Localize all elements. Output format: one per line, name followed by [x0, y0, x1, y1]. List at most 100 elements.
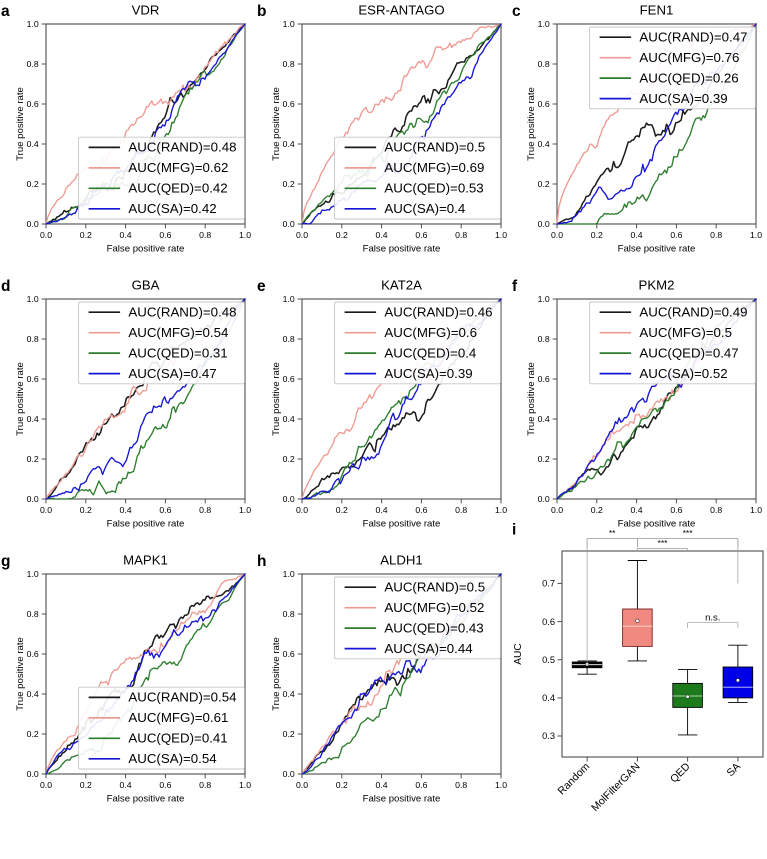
svg-text:True positive rate: True positive rate	[15, 87, 26, 161]
svg-text:0.4: 0.4	[27, 414, 39, 424]
svg-text:AUC(SA)=0.39: AUC(SA)=0.39	[640, 91, 728, 106]
svg-text:0.0: 0.0	[282, 494, 294, 504]
svg-text:True positive rate: True positive rate	[526, 362, 537, 436]
svg-text:0.2: 0.2	[538, 179, 550, 189]
svg-text:AUC(QED)=0.31: AUC(QED)=0.31	[128, 345, 227, 360]
svg-text:VDR: VDR	[132, 3, 160, 18]
svg-text:AUC(RAND)=0.5: AUC(RAND)=0.5	[384, 579, 485, 594]
svg-text:0.4: 0.4	[375, 780, 387, 790]
svg-text:AUC(QED)=0.26: AUC(QED)=0.26	[640, 70, 739, 85]
svg-text:0.2: 0.2	[335, 230, 347, 240]
svg-text:AUC(SA)=0.52: AUC(SA)=0.52	[640, 366, 728, 381]
svg-text:0.6: 0.6	[159, 505, 171, 515]
svg-text:0.4: 0.4	[375, 505, 387, 515]
svg-text:0.5: 0.5	[542, 655, 555, 665]
svg-text:AUC(SA)=0.4: AUC(SA)=0.4	[384, 201, 465, 216]
svg-text:False positive rate: False positive rate	[618, 243, 696, 254]
svg-text:0.6: 0.6	[538, 374, 550, 384]
svg-text:AUC(SA)=0.44: AUC(SA)=0.44	[384, 641, 472, 656]
svg-text:AUC(QED)=0.47: AUC(QED)=0.47	[640, 345, 739, 360]
svg-text:0.0: 0.0	[27, 769, 39, 779]
svg-text:i: i	[512, 522, 516, 539]
svg-text:0.4: 0.4	[27, 689, 39, 699]
svg-text:0.4: 0.4	[120, 505, 132, 515]
svg-text:0.0: 0.0	[551, 230, 563, 240]
svg-text:0.6: 0.6	[282, 99, 294, 109]
svg-text:0.4: 0.4	[27, 139, 39, 149]
svg-text:0.6: 0.6	[282, 374, 294, 384]
svg-text:0.8: 0.8	[199, 230, 211, 240]
svg-text:AUC(SA)=0.47: AUC(SA)=0.47	[128, 366, 216, 381]
svg-text:0.6: 0.6	[671, 505, 683, 515]
svg-text:Random: Random	[556, 761, 593, 798]
svg-text:0.8: 0.8	[282, 59, 294, 69]
svg-text:MAPK1: MAPK1	[123, 553, 168, 568]
svg-text:AUC(QED)=0.4: AUC(QED)=0.4	[384, 345, 476, 360]
svg-text:0.6: 0.6	[542, 617, 555, 627]
svg-text:1.0: 1.0	[282, 19, 294, 29]
svg-text:***: ***	[658, 538, 669, 548]
svg-text:0.2: 0.2	[591, 505, 603, 515]
svg-text:QED: QED	[668, 760, 693, 785]
svg-text:0.6: 0.6	[159, 230, 171, 240]
svg-text:True positive rate: True positive rate	[271, 637, 282, 711]
svg-text:0.3: 0.3	[542, 731, 555, 741]
svg-text:AUC(MFG)=0.54: AUC(MFG)=0.54	[128, 325, 228, 340]
svg-text:0.6: 0.6	[671, 230, 683, 240]
svg-text:AUC(RAND)=0.47: AUC(RAND)=0.47	[640, 29, 748, 44]
svg-text:0.0: 0.0	[40, 230, 52, 240]
svg-text:0.8: 0.8	[455, 505, 467, 515]
svg-text:AUC(QED)=0.53: AUC(QED)=0.53	[384, 180, 483, 195]
svg-text:1.0: 1.0	[282, 294, 294, 304]
svg-text:0.2: 0.2	[27, 454, 39, 464]
svg-text:0.8: 0.8	[455, 230, 467, 240]
svg-text:AUC(MFG)=0.76: AUC(MFG)=0.76	[640, 50, 740, 65]
svg-text:0.0: 0.0	[40, 505, 52, 515]
svg-text:c: c	[512, 3, 521, 20]
svg-text:False positive rate: False positive rate	[107, 518, 185, 529]
svg-text:0.8: 0.8	[199, 780, 211, 790]
svg-text:0.6: 0.6	[27, 99, 39, 109]
svg-text:SA: SA	[725, 760, 744, 779]
svg-text:0.2: 0.2	[335, 780, 347, 790]
svg-text:True positive rate: True positive rate	[15, 637, 26, 711]
svg-text:0.0: 0.0	[538, 494, 550, 504]
svg-text:0.2: 0.2	[335, 505, 347, 515]
svg-text:1.0: 1.0	[27, 569, 39, 579]
svg-text:False positive rate: False positive rate	[362, 793, 440, 804]
svg-text:0.6: 0.6	[159, 780, 171, 790]
svg-text:0.8: 0.8	[710, 230, 722, 240]
svg-text:0.4: 0.4	[375, 230, 387, 240]
svg-text:0.0: 0.0	[40, 780, 52, 790]
svg-text:1.0: 1.0	[495, 780, 507, 790]
svg-text:0.6: 0.6	[27, 374, 39, 384]
svg-text:0.0: 0.0	[282, 769, 294, 779]
svg-text:0.2: 0.2	[591, 230, 603, 240]
svg-text:1.0: 1.0	[282, 569, 294, 579]
svg-text:0.8: 0.8	[27, 609, 39, 619]
svg-text:0.4: 0.4	[120, 780, 132, 790]
svg-text:False positive rate: False positive rate	[107, 793, 185, 804]
svg-text:True positive rate: True positive rate	[526, 87, 537, 161]
svg-text:AUC(MFG)=0.62: AUC(MFG)=0.62	[128, 160, 228, 175]
svg-text:0.2: 0.2	[27, 179, 39, 189]
svg-text:True positive rate: True positive rate	[271, 362, 282, 436]
svg-text:1.0: 1.0	[538, 294, 550, 304]
svg-text:**: **	[609, 528, 616, 538]
svg-text:h: h	[257, 553, 266, 570]
svg-text:AUC(MFG)=0.6: AUC(MFG)=0.6	[384, 325, 477, 340]
svg-text:ALDH1: ALDH1	[380, 553, 423, 568]
svg-text:FEN1: FEN1	[640, 3, 674, 18]
svg-text:0.8: 0.8	[282, 334, 294, 344]
svg-text:***: ***	[683, 528, 694, 538]
svg-text:0.6: 0.6	[415, 505, 427, 515]
svg-text:MolFilterGAN: MolFilterGAN	[589, 761, 642, 814]
svg-text:1.0: 1.0	[239, 230, 251, 240]
svg-text:AUC(SA)=0.39: AUC(SA)=0.39	[384, 366, 472, 381]
svg-text:0.6: 0.6	[415, 780, 427, 790]
svg-text:0.4: 0.4	[282, 414, 294, 424]
svg-text:0.7: 0.7	[542, 579, 555, 589]
svg-text:1.0: 1.0	[495, 505, 507, 515]
svg-text:0.4: 0.4	[631, 230, 643, 240]
svg-text:e: e	[257, 278, 266, 295]
